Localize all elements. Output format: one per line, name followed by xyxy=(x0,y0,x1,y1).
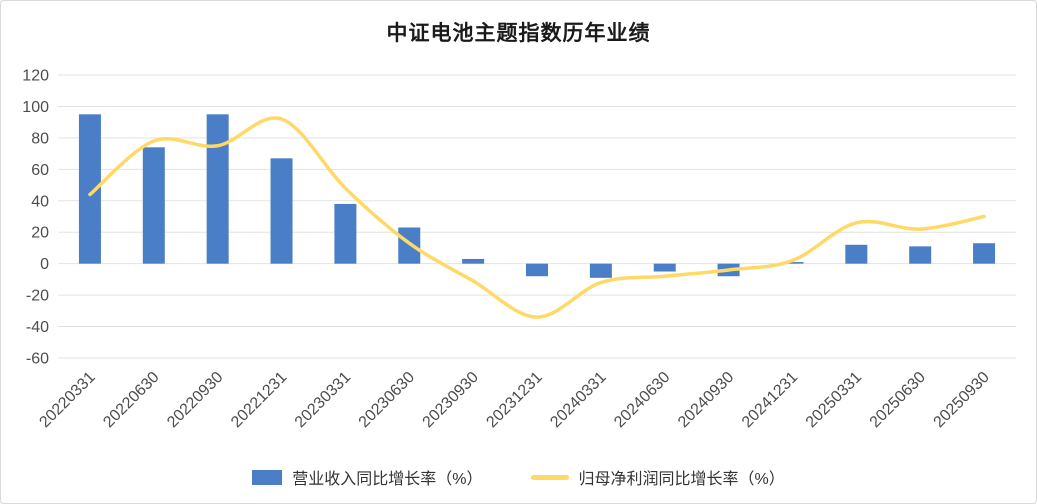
x-axis-label: 20240630 xyxy=(611,369,673,431)
bar xyxy=(206,114,229,264)
x-axis-label: 20250930 xyxy=(931,369,993,431)
y-axis-label: -60 xyxy=(26,351,49,368)
chart-title: 中证电池主题指数历年业绩 xyxy=(386,22,651,45)
chart-canvas: -60 -40 -20 0 20 40 60 80 100 120 20220331 20220630… xyxy=(22,68,1016,431)
x-axis-label: 20220630 xyxy=(100,369,162,431)
legend: 营业收入同比增长率（%） 归母净利润同比增长率（%） xyxy=(1,465,1036,489)
chart-plot: -60 -40 -20 0 20 40 60 80 100 120 20220331 20220630… xyxy=(1,53,1036,445)
y-axis-label: 80 xyxy=(31,130,49,147)
x-axis-label: 20230630 xyxy=(356,369,418,431)
x-axis-label: 20250331 xyxy=(803,369,865,431)
x-axis-label: 20230331 xyxy=(292,369,354,431)
x-axis-label: 20230930 xyxy=(420,369,482,431)
x-axis-label: 20240930 xyxy=(675,369,737,431)
bar xyxy=(653,263,676,272)
x-axis-label: 20241231 xyxy=(739,369,801,431)
y-axis-label: 0 xyxy=(40,256,49,273)
line-series-swatch xyxy=(530,474,569,480)
bar xyxy=(781,262,804,264)
y-axis-label: -40 xyxy=(26,319,49,336)
bar xyxy=(845,244,868,264)
bar xyxy=(462,258,485,264)
legend-item-profit: 归母净利润同比增长率（%） xyxy=(530,465,785,489)
legend-label-profit: 归母净利润同比增长率（%） xyxy=(578,471,785,488)
bar xyxy=(270,158,293,264)
x-axis-label: 20220331 xyxy=(36,369,98,431)
y-axis-label: 40 xyxy=(31,193,49,210)
x-axis-label: 20220930 xyxy=(164,369,226,431)
x-axis-label: 20250630 xyxy=(867,369,929,431)
line-series xyxy=(88,116,986,319)
y-axis-label: 120 xyxy=(22,68,49,85)
legend-label-revenue: 营业收入同比增长率（%） xyxy=(292,471,483,488)
y-axis-label: 20 xyxy=(31,225,49,242)
bar xyxy=(526,263,548,277)
bar xyxy=(398,227,421,264)
bar xyxy=(909,246,932,264)
x-axis-label: 20221231 xyxy=(228,369,290,431)
x-axis-label: 20240331 xyxy=(547,369,609,431)
legend-item-revenue: 营业收入同比增长率（%） xyxy=(252,465,483,489)
y-axis-label: -20 xyxy=(26,288,49,305)
bar-series-swatch xyxy=(252,469,283,485)
x-axis-label: 20231231 xyxy=(483,369,545,431)
bar xyxy=(973,243,996,264)
bar xyxy=(589,263,612,278)
y-axis-label: 60 xyxy=(31,162,49,179)
y-axis-label: 100 xyxy=(22,99,49,116)
bar xyxy=(78,114,101,264)
bar xyxy=(142,147,165,264)
bar xyxy=(334,203,357,264)
